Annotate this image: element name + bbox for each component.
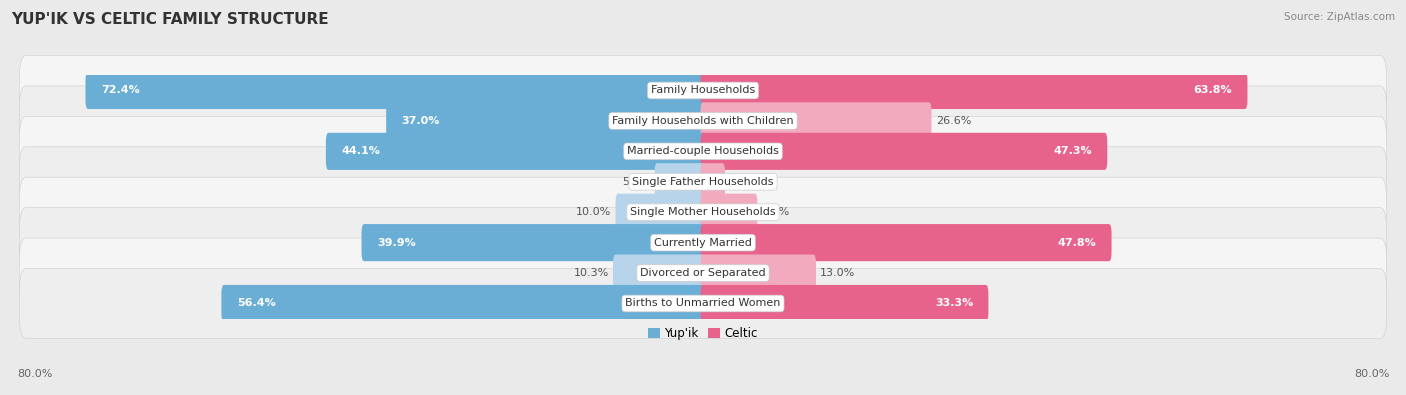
Text: Births to Unmarried Women: Births to Unmarried Women <box>626 299 780 308</box>
FancyBboxPatch shape <box>700 254 815 292</box>
Text: 39.9%: 39.9% <box>377 238 416 248</box>
FancyBboxPatch shape <box>700 163 725 200</box>
Text: Single Father Households: Single Father Households <box>633 177 773 187</box>
FancyBboxPatch shape <box>700 194 758 231</box>
Text: 13.0%: 13.0% <box>820 268 855 278</box>
FancyBboxPatch shape <box>20 55 1386 126</box>
FancyBboxPatch shape <box>86 72 706 109</box>
FancyBboxPatch shape <box>20 147 1386 217</box>
Text: 2.3%: 2.3% <box>730 177 758 187</box>
FancyBboxPatch shape <box>700 72 1247 109</box>
FancyBboxPatch shape <box>221 285 706 322</box>
FancyBboxPatch shape <box>700 224 1112 261</box>
Text: 5.4%: 5.4% <box>621 177 651 187</box>
FancyBboxPatch shape <box>700 102 932 139</box>
Text: 33.3%: 33.3% <box>935 299 973 308</box>
Text: Married-couple Households: Married-couple Households <box>627 146 779 156</box>
FancyBboxPatch shape <box>616 194 706 231</box>
Legend: Yup'ik, Celtic: Yup'ik, Celtic <box>643 322 763 344</box>
FancyBboxPatch shape <box>700 133 1108 170</box>
Text: Family Households: Family Households <box>651 85 755 96</box>
FancyBboxPatch shape <box>700 285 988 322</box>
FancyBboxPatch shape <box>20 208 1386 278</box>
Text: 56.4%: 56.4% <box>236 299 276 308</box>
Text: Single Mother Households: Single Mother Households <box>630 207 776 217</box>
Text: 6.1%: 6.1% <box>762 207 790 217</box>
Text: 10.3%: 10.3% <box>574 268 609 278</box>
Text: 80.0%: 80.0% <box>17 369 52 379</box>
Text: 26.6%: 26.6% <box>936 116 972 126</box>
Text: 47.8%: 47.8% <box>1057 238 1097 248</box>
FancyBboxPatch shape <box>20 177 1386 247</box>
FancyBboxPatch shape <box>20 86 1386 156</box>
FancyBboxPatch shape <box>326 133 706 170</box>
Text: Family Households with Children: Family Households with Children <box>612 116 794 126</box>
Text: 72.4%: 72.4% <box>101 85 139 96</box>
FancyBboxPatch shape <box>387 102 706 139</box>
FancyBboxPatch shape <box>20 238 1386 308</box>
Text: 10.0%: 10.0% <box>576 207 612 217</box>
FancyBboxPatch shape <box>361 224 706 261</box>
FancyBboxPatch shape <box>20 117 1386 186</box>
FancyBboxPatch shape <box>655 163 706 200</box>
Text: 80.0%: 80.0% <box>1354 369 1389 379</box>
Text: 47.3%: 47.3% <box>1053 146 1092 156</box>
Text: YUP'IK VS CELTIC FAMILY STRUCTURE: YUP'IK VS CELTIC FAMILY STRUCTURE <box>11 12 329 27</box>
FancyBboxPatch shape <box>20 269 1386 339</box>
Text: 63.8%: 63.8% <box>1194 85 1232 96</box>
FancyBboxPatch shape <box>613 254 706 292</box>
Text: 44.1%: 44.1% <box>342 146 380 156</box>
Text: Currently Married: Currently Married <box>654 238 752 248</box>
Text: 37.0%: 37.0% <box>402 116 440 126</box>
Text: Divorced or Separated: Divorced or Separated <box>640 268 766 278</box>
Text: Source: ZipAtlas.com: Source: ZipAtlas.com <box>1284 12 1395 22</box>
